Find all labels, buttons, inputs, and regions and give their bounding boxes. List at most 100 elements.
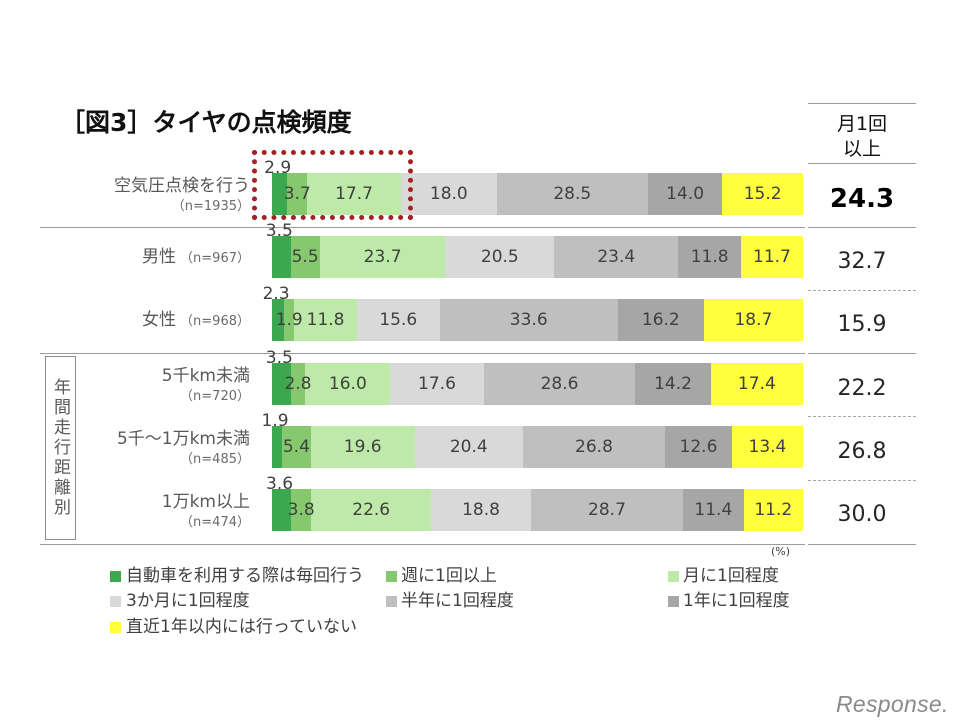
bar-segment xyxy=(731,425,803,468)
bar-segment xyxy=(290,362,306,405)
category-label-group: 空気圧点検を行う （n=1935） xyxy=(70,175,250,217)
bar-value-label: 14.0 xyxy=(666,184,705,204)
bar-value-label: 17.6 xyxy=(418,373,456,394)
legend-swatch xyxy=(668,596,679,607)
summary-value: 22.2 xyxy=(837,375,887,401)
bar-segment xyxy=(414,425,523,468)
bar-value-label: 15.2 xyxy=(743,184,782,204)
bar-value-label: 14.2 xyxy=(654,373,692,394)
bar-value-label: 2.8 xyxy=(284,373,312,394)
sample-size-label: （n=967） xyxy=(180,251,250,267)
bar-value-label: 28.6 xyxy=(540,373,579,394)
summary-value: 24.3 xyxy=(829,184,895,214)
bar-segment xyxy=(319,236,446,279)
bar-value-label: 28.5 xyxy=(553,184,592,204)
sample-size-label: （n=1935） xyxy=(171,199,250,214)
category-label-group: 男性 （n=967） xyxy=(70,246,250,270)
group-label-box: 年間走行距離別 xyxy=(45,356,76,540)
bar-value-label: 11.8 xyxy=(306,310,345,331)
summary-value: 32.7 xyxy=(837,249,887,275)
legend-swatch xyxy=(110,596,121,607)
bar-value-label: 18.8 xyxy=(462,500,500,520)
category-label-group: 女性 （n=968） xyxy=(70,309,250,333)
bar-segment xyxy=(635,362,711,405)
summary-value: 26.8 xyxy=(837,438,887,464)
legend-label: 3か月に1回程度 xyxy=(126,591,250,611)
bar-value-label: 3.8 xyxy=(287,500,315,520)
bar-value-label: 18.0 xyxy=(429,184,468,204)
legend-swatch xyxy=(668,571,679,582)
bar-segment xyxy=(390,362,484,405)
bar-segment xyxy=(554,236,679,279)
bar-segment xyxy=(287,173,308,215)
bar-value-label: 18.7 xyxy=(734,310,773,331)
bar-segment xyxy=(710,362,803,405)
bar-segment xyxy=(665,425,732,468)
bar-segment xyxy=(272,425,283,468)
legend-swatch xyxy=(110,622,121,633)
category-label: 女性 xyxy=(142,310,177,331)
legend-label: 直近1年以内には行っていない xyxy=(126,617,357,637)
bar-value-label: 23.7 xyxy=(363,247,402,268)
legend-label: 週に1回以上 xyxy=(401,566,497,586)
summary-column-dashed-line xyxy=(808,290,916,291)
legend-label: 1年に1回程度 xyxy=(683,591,790,611)
sample-size-label: （n=485） xyxy=(180,451,250,467)
bar-value-label: 11.7 xyxy=(753,247,791,268)
category-label: 空気圧点検を行う xyxy=(114,176,250,196)
bar-segment xyxy=(522,425,666,468)
category-label-group: 1万km以上 （n=474） xyxy=(70,491,250,533)
bar-value-label: 12.6 xyxy=(679,436,718,457)
bar-value-label: 1.9 xyxy=(261,410,289,431)
summary-column-line xyxy=(808,227,916,228)
legend-label: 半年に1回程度 xyxy=(401,591,514,611)
sample-size-label: （n=968） xyxy=(180,314,250,330)
summary-column-dashed-line xyxy=(808,416,916,417)
legend-label: 月に1回程度 xyxy=(683,566,779,586)
bar-value-label: 23.4 xyxy=(597,247,636,268)
category-label: 男性 xyxy=(142,247,177,268)
bar-segment xyxy=(272,362,291,405)
category-label: 5千～1万km未満 xyxy=(116,428,250,449)
bar-segment xyxy=(722,173,803,215)
summary-column-dashed-line xyxy=(808,480,916,481)
bar-value-label: 3.5 xyxy=(265,347,293,368)
bar-value-label: 3.7 xyxy=(283,184,311,204)
bar-value-label: 20.5 xyxy=(480,247,519,268)
bar-value-label: 2.9 xyxy=(264,158,292,178)
bar-value-label: 22.6 xyxy=(352,500,391,520)
bar-segment xyxy=(310,425,415,468)
bar-value-label: 5.5 xyxy=(291,247,319,268)
bar-segment xyxy=(530,489,684,531)
sample-size-label: （n=474） xyxy=(180,515,250,530)
summary-column-line xyxy=(808,544,916,545)
bar-segment xyxy=(282,425,311,468)
bar-value-label: 16.2 xyxy=(641,310,680,331)
group-label: 年間走行距離別 xyxy=(50,378,70,518)
summary-value: 15.9 xyxy=(837,312,887,338)
bar-segment xyxy=(272,489,292,531)
bar-segment xyxy=(272,173,288,215)
bar-value-label: 17.7 xyxy=(335,184,373,204)
bar-segment xyxy=(743,489,803,531)
bar-value-label: 11.8 xyxy=(690,247,729,268)
bar-value-label: 1.9 xyxy=(275,310,303,331)
legend-swatch xyxy=(110,571,121,582)
bar-value-label: 28.7 xyxy=(588,500,626,520)
summary-header-line-1: 月1回 xyxy=(836,113,888,135)
bar-segment xyxy=(294,299,357,342)
bar-segment xyxy=(307,173,402,215)
bar-segment xyxy=(356,299,440,342)
bar-segment xyxy=(445,236,555,279)
chart-title: ［図3］タイヤの点検頻度 xyxy=(60,108,352,137)
summary-column-line xyxy=(808,103,916,104)
bar-segment xyxy=(431,489,531,531)
sample-size-label: （n=720） xyxy=(180,388,250,404)
legend-swatch xyxy=(386,596,397,607)
bar-segment xyxy=(305,362,391,405)
bar-value-label: 17.4 xyxy=(737,373,776,394)
summary-column-line xyxy=(808,163,916,164)
bar-segment xyxy=(272,236,291,279)
bar-segment xyxy=(291,489,312,531)
legend-label: 自動車を利用する際は毎回行う xyxy=(126,566,364,586)
